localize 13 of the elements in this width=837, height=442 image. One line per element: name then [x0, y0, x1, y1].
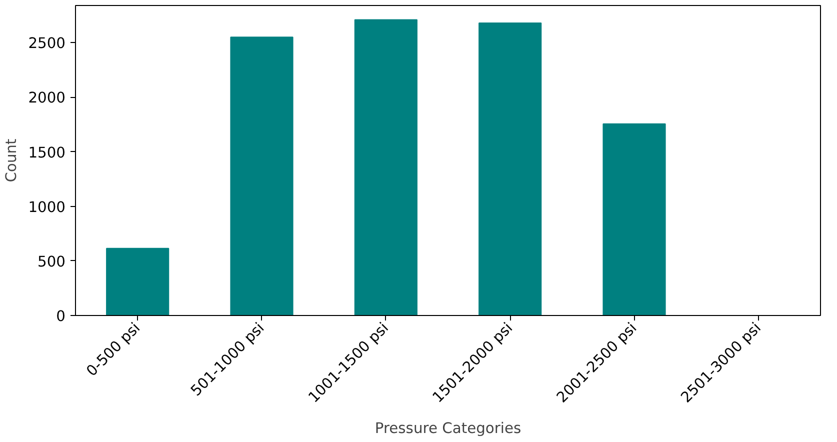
x-axis-title: Pressure Categories [374, 420, 522, 438]
bar [478, 22, 542, 316]
bar [354, 19, 418, 316]
bar [230, 36, 294, 316]
y-tick-label: 2500 [28, 35, 66, 52]
y-tick-label: 500 [38, 253, 66, 270]
y-axis-title: Count [3, 138, 20, 182]
y-tick-label: 1500 [28, 144, 66, 162]
y-tick-label: 1000 [28, 198, 66, 216]
y-tick-label: 2000 [28, 90, 66, 107]
bar [602, 123, 666, 316]
bar [106, 248, 170, 316]
y-tick-label: 0 [56, 308, 66, 325]
